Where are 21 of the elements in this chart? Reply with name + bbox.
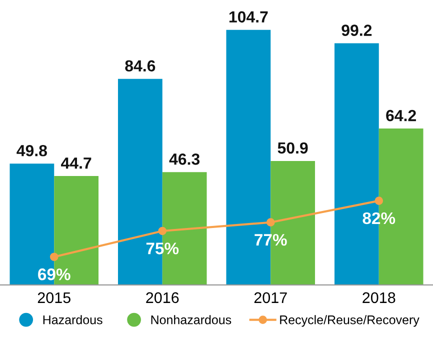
legend-label: Nonhazardous <box>151 315 232 324</box>
data-label: 75% <box>146 242 179 254</box>
x-tick-label: 2016 <box>146 292 179 304</box>
data-label: 44.7 <box>61 158 92 169</box>
data-label: 82% <box>362 212 396 224</box>
data-label: 64.2 <box>386 110 416 122</box>
point <box>50 252 58 262</box>
x-tick-label: 2017 <box>254 292 287 304</box>
x-tick-label: 2015 <box>38 292 70 304</box>
data-label: 50.9 <box>278 142 308 154</box>
point <box>158 226 167 236</box>
point <box>266 218 275 227</box>
point <box>374 196 384 205</box>
data-label: 84.6 <box>125 60 156 72</box>
data-label: 46.3 <box>169 154 200 165</box>
data-label: 49.8 <box>16 144 47 156</box>
data-label: 104.7 <box>229 11 268 23</box>
data-label: 99.2 <box>342 24 372 36</box>
legend-label: Recycle/Reuse/Recovery <box>280 315 420 327</box>
legend-label: Hazardous <box>43 315 102 324</box>
x-tick-label: 2018 <box>362 292 396 304</box>
